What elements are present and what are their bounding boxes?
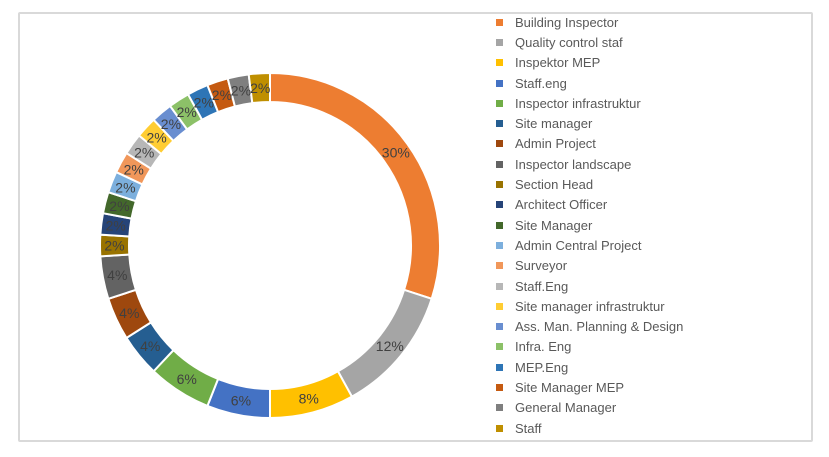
legend-label: Surveyor: [515, 258, 568, 274]
legend-label: Site Manager MEP: [515, 379, 625, 395]
legend-swatch: [496, 404, 503, 412]
legend-swatch: [496, 282, 503, 290]
data-label: 2%: [146, 129, 166, 145]
data-label: 2%: [212, 87, 232, 103]
legend-item[interactable]: Inspector landscape: [496, 154, 683, 174]
legend-swatch: [496, 262, 503, 270]
data-label: 6%: [231, 393, 251, 409]
legend-label: Infra. Eng: [515, 339, 572, 355]
legend-swatch: [496, 120, 503, 128]
legend-label: Site manager: [515, 116, 593, 132]
legend-item[interactable]: Site manager: [496, 113, 683, 133]
legend-label: Building Inspector: [515, 14, 619, 30]
legend-swatch: [496, 343, 503, 351]
legend-label: Inspektor MEP: [515, 55, 601, 71]
legend-item[interactable]: Site Manager: [496, 215, 683, 235]
legend-swatch: [496, 59, 503, 67]
legend-item[interactable]: Architect Officer: [496, 195, 683, 215]
legend-label: Ass. Man. Planning & Design: [515, 319, 684, 335]
data-label: 4%: [140, 338, 160, 354]
legend-label: Inspector landscape: [515, 156, 632, 172]
legend-item[interactable]: Staff.eng: [496, 73, 683, 93]
legend-item[interactable]: Surveyor: [496, 256, 683, 276]
data-label: 4%: [119, 305, 139, 321]
legend-swatch: [496, 99, 503, 107]
legend-label: Inspector infrastruktur: [515, 95, 641, 111]
legend-label: Section Head: [515, 177, 594, 193]
legend-swatch: [496, 363, 503, 371]
legend-item[interactable]: Site Manager MEP: [496, 377, 683, 397]
data-label: 2%: [109, 198, 129, 214]
legend-item[interactable]: Staff: [496, 418, 683, 438]
data-label: 2%: [231, 82, 251, 98]
legend-label: Site manager infrastruktur: [515, 298, 665, 314]
legend-item[interactable]: Admin Project: [496, 134, 683, 154]
data-label: 2%: [177, 104, 197, 120]
data-label: 30%: [382, 145, 410, 161]
legend-item[interactable]: Inspektor MEP: [496, 53, 683, 73]
data-label: 2%: [104, 238, 124, 254]
legend-item[interactable]: Staff.Eng: [496, 276, 683, 296]
legend-swatch: [496, 181, 503, 189]
data-label: 2%: [115, 179, 135, 195]
legend-swatch: [496, 140, 503, 148]
legend-swatch: [496, 241, 503, 249]
legend-label: MEP.Eng: [515, 359, 569, 375]
chart-legend: Building Inspector Quality control staf In…: [496, 12, 683, 438]
legend-label: Staff.eng: [515, 75, 567, 91]
legend-item[interactable]: Building Inspector: [496, 12, 683, 32]
legend-label: Admin Central Project: [515, 237, 642, 253]
legend-label: Quality control staf: [515, 34, 623, 50]
donut-slice[interactable]: [247, 71, 271, 105]
data-label: 2%: [250, 80, 270, 96]
legend-label: General Manager: [515, 400, 617, 416]
legend-label: Staff: [515, 420, 542, 436]
donut-slice[interactable]: [269, 71, 442, 301]
legend-swatch: [496, 323, 503, 331]
legend-item[interactable]: Section Head: [496, 174, 683, 194]
legend-swatch: [496, 424, 503, 432]
legend-item[interactable]: MEP.Eng: [496, 357, 683, 377]
legend-swatch: [496, 38, 503, 46]
data-label: 4%: [107, 267, 127, 283]
legend-label: Site Manager: [515, 217, 593, 233]
data-label: 12%: [376, 338, 404, 354]
data-label: 8%: [299, 391, 319, 407]
data-label: 2%: [134, 145, 154, 161]
data-label: 2%: [161, 116, 181, 132]
legend-swatch: [496, 18, 503, 26]
legend-item[interactable]: Site manager infrastruktur: [496, 296, 683, 316]
legend-swatch: [496, 302, 503, 310]
legend-item[interactable]: Infra. Eng: [496, 337, 683, 357]
legend-label: Admin Project: [515, 136, 596, 152]
data-label: 2%: [194, 95, 214, 111]
legend-label: Staff.Eng: [515, 278, 569, 294]
legend-item[interactable]: General Manager: [496, 398, 683, 418]
data-label: 6%: [177, 371, 197, 387]
legend-label: Architect Officer: [515, 197, 608, 213]
legend-swatch: [496, 221, 503, 229]
legend-item[interactable]: Quality control staf: [496, 32, 683, 52]
legend-item[interactable]: Ass. Man. Planning & Design: [496, 316, 683, 336]
legend-item[interactable]: Inspector infrastruktur: [496, 93, 683, 113]
legend-swatch: [496, 201, 503, 209]
legend-swatch: [496, 383, 503, 391]
legend-swatch: [496, 160, 503, 168]
legend-swatch: [496, 79, 503, 87]
data-label: 2%: [124, 161, 144, 177]
data-label: 2%: [106, 218, 126, 234]
legend-item[interactable]: Admin Central Project: [496, 235, 683, 255]
